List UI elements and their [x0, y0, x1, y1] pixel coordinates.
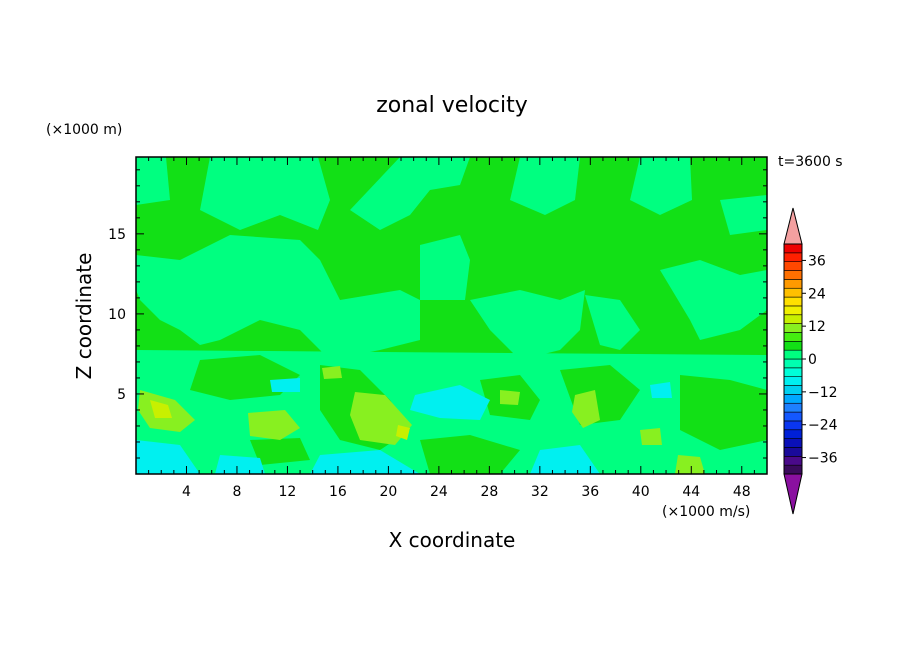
colorbar-tick-label: 0 [808, 352, 817, 368]
colorbar-tick-label: −24 [808, 418, 838, 434]
chart-title: zonal velocity [376, 93, 528, 118]
colorbar-swatch [783, 332, 803, 342]
colorbar-swatch [783, 429, 803, 439]
x-tick-label: 32 [531, 484, 549, 500]
colorbar-tick-label: 24 [808, 286, 826, 302]
colorbar-tick-label: 36 [808, 253, 826, 269]
y-unit-label: (×1000 m) [46, 122, 122, 138]
colorbar-swatch [783, 305, 803, 316]
x-axis-ticks: 4 8 12 16 20 24 28 32 36 40 44 48 [148, 157, 755, 500]
colorbar-swatch [783, 394, 803, 404]
colorbar-swatch [783, 323, 803, 333]
y-tick-label: 5 [117, 387, 126, 403]
y-tick-label: 10 [108, 307, 126, 323]
colorbar-swatch [783, 402, 803, 413]
x-tick-label: 36 [581, 484, 599, 500]
x-tick-label: 16 [329, 484, 347, 500]
colorbar-swatch [783, 385, 803, 395]
colorbar-tick-label: −12 [808, 385, 838, 401]
contour-yellow [150, 400, 410, 440]
colorbar-swatch [783, 314, 803, 324]
y-tick-label: 15 [108, 227, 126, 243]
x-axis-label: X coordinate [389, 528, 516, 552]
x-tick-label: 24 [430, 484, 448, 500]
x-tick-label: 48 [733, 484, 751, 500]
colorbar-swatch [783, 261, 803, 271]
x-tick-label: 12 [279, 484, 297, 500]
x-tick-label: 20 [379, 484, 397, 500]
colorbar-swatch [783, 464, 803, 475]
colorbar-swatch [783, 376, 803, 386]
x-tick-label: 40 [632, 484, 650, 500]
colorbar-swatch [783, 456, 803, 466]
colorbar-swatch [783, 296, 803, 307]
colorbar-swatch [783, 411, 803, 422]
x-tick-label: 44 [682, 484, 700, 500]
x-unit-label: (×1000 m/s) [662, 504, 750, 520]
colorbar-swatch [783, 243, 803, 254]
colorbar-swatch [783, 341, 803, 351]
colorbar-swatch [783, 287, 803, 298]
x-tick-label: 4 [182, 484, 191, 500]
colorbar-tick-label: −36 [808, 451, 838, 467]
colorbar-tick-label: 12 [808, 319, 826, 335]
y-axis-label: Z coordinate [72, 253, 96, 380]
y-axis-ticks: 5 10 15 [108, 169, 767, 459]
colorbar-swatch [783, 367, 803, 377]
x-tick-label: 8 [232, 484, 241, 500]
colorbar-swatch [783, 279, 803, 289]
contour-cyan [136, 378, 672, 474]
contour-field [136, 157, 767, 474]
colorbar-swatch [783, 447, 803, 457]
x-tick-label: 28 [480, 484, 498, 500]
colorbar: 36 24 12 0 −12 −24 −36 [783, 207, 838, 515]
colorbar-over-arrow [783, 207, 803, 245]
colorbar-swatch [783, 349, 803, 360]
colorbar-swatch [783, 252, 803, 262]
colorbar-swatch [783, 420, 803, 431]
colorbar-swatch [783, 358, 803, 369]
colorbar-swatch [783, 438, 803, 448]
time-label: t=3600 s [778, 154, 843, 170]
colorbar-under-arrow [783, 473, 803, 515]
colorbar-swatch [783, 270, 803, 280]
